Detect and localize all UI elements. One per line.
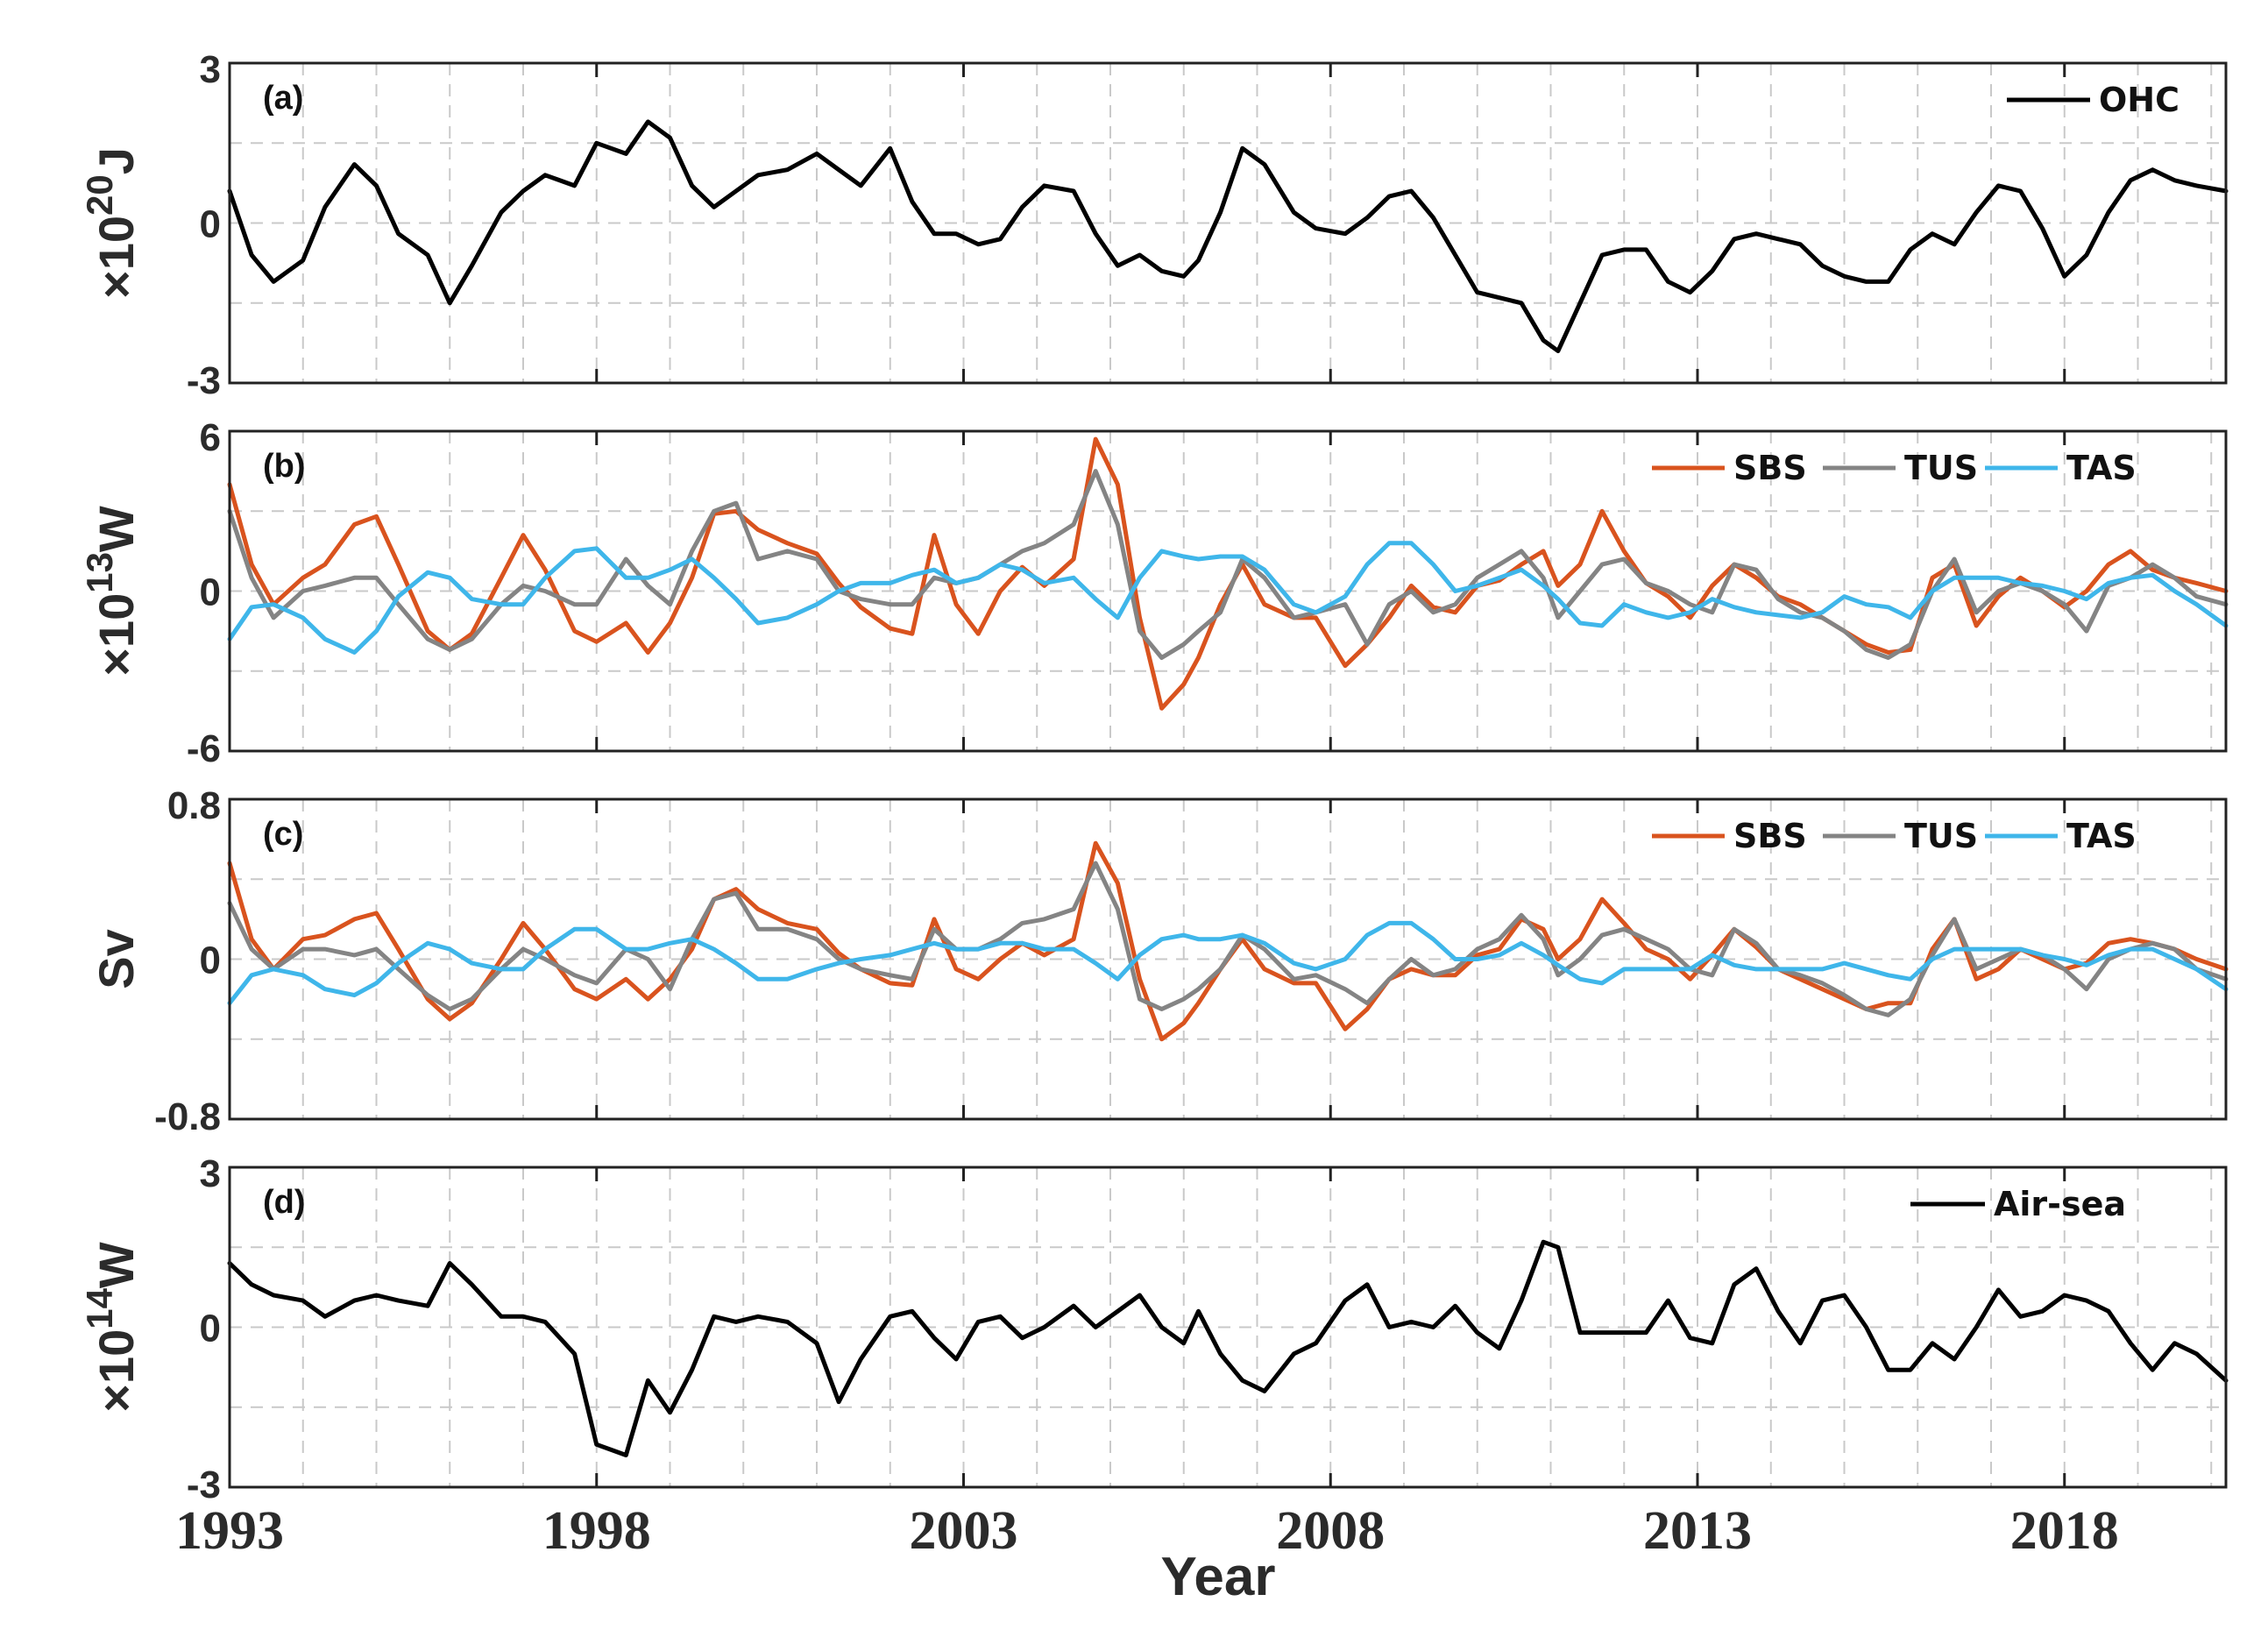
panel-label: (d) — [263, 1184, 306, 1221]
y-axis-label-exponent: 13 — [79, 552, 120, 593]
x-tick-label: 2008 — [1276, 1501, 1385, 1561]
x-tick-label: 2013 — [1643, 1501, 1752, 1561]
plot-frame — [228, 1166, 2228, 1489]
y-tick-label: 0 — [200, 203, 221, 246]
y-tick-label: -6 — [187, 727, 221, 770]
y-axis-label-unit: Sv — [89, 929, 144, 989]
y-axis-label-unit: W — [89, 1242, 144, 1288]
legend: Air-sea — [1910, 1185, 2126, 1223]
y-axis-label-prefix: ×10 — [89, 593, 144, 677]
y-axis-label-prefix: ×10 — [89, 216, 144, 299]
legend: SBS TUS TAS — [1652, 449, 2137, 487]
x-tick-label: 1998 — [542, 1501, 651, 1561]
y-tick-label: 0 — [200, 939, 221, 982]
panel-d: 3 0 -3 (d) ×1014W Air-sea — [79, 1152, 2229, 1506]
y-tick-label: 0 — [200, 1307, 221, 1350]
legend-label-air-sea: Air-sea — [1994, 1185, 2126, 1223]
panel-c: 0.8 0 -0.8 (c) Sv SBS TUS TAS — [89, 784, 2229, 1138]
legend-label-sbs: SBS — [1733, 449, 1807, 487]
y-tick-label: 3 — [200, 48, 221, 91]
y-axis-label-prefix: ×10 — [89, 1329, 144, 1413]
y-tick-label: -3 — [187, 1463, 221, 1506]
x-tick-label: 1993 — [175, 1501, 284, 1561]
series-line-ohc — [227, 119, 2229, 353]
legend-label-tus: TUS — [1904, 449, 1978, 487]
panel-b: 6 0 -6 (b) ×1013W SBS TUS TAS — [79, 416, 2229, 770]
y-tick-label: 6 — [200, 416, 221, 459]
panel-label: (a) — [263, 80, 303, 117]
x-axis-label: Year — [1160, 1547, 1275, 1607]
x-tick-label: 2003 — [910, 1501, 1018, 1561]
series-line-air-sea — [227, 1239, 2229, 1457]
legend-label-tus: TUS — [1904, 817, 1978, 855]
panel-label: (b) — [263, 448, 306, 485]
y-axis-label: ×1013W — [79, 506, 144, 677]
y-axis-label-exponent: 14 — [79, 1287, 120, 1329]
panel-a: 3 0 -3 (a) ×1020J OHC — [79, 48, 2229, 402]
legend-label-tas: TAS — [2066, 817, 2137, 855]
plot-frame — [228, 61, 2228, 385]
y-tick-label: -3 — [187, 359, 221, 402]
series-line-tus — [227, 861, 2229, 1017]
panel-label: (c) — [263, 816, 303, 853]
y-axis-label: ×1020J — [79, 147, 144, 299]
series-line-tus — [227, 469, 2229, 660]
y-tick-label: 0 — [200, 571, 221, 614]
legend-label-sbs: SBS — [1733, 817, 1807, 855]
series-line-tas — [227, 920, 2229, 1006]
series-line-sbs — [227, 840, 2229, 1042]
plot-frame — [228, 429, 2228, 753]
y-axis-label-unit: J — [89, 147, 144, 174]
y-axis-label: Sv — [89, 929, 144, 989]
y-tick-label: 0.8 — [167, 784, 221, 827]
legend: SBS TUS TAS — [1652, 817, 2137, 855]
legend-label-ohc: OHC — [2099, 81, 2179, 119]
y-tick-label: -0.8 — [154, 1095, 221, 1138]
legend-label-tas: TAS — [2066, 449, 2137, 487]
y-axis-label: ×1014W — [79, 1242, 144, 1413]
series-line-tas — [227, 541, 2229, 655]
y-tick-label: 3 — [200, 1152, 221, 1195]
plot-frame — [228, 797, 2228, 1121]
y-axis-label-exponent: 20 — [79, 174, 120, 216]
x-tick-label: 2018 — [2010, 1501, 2119, 1561]
legend: OHC — [2007, 81, 2179, 119]
y-axis-label-unit: W — [89, 506, 144, 552]
